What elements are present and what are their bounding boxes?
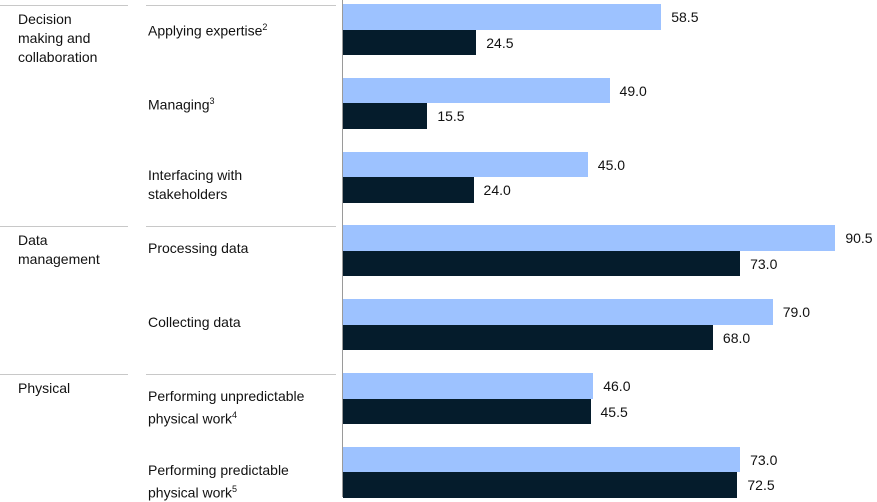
data-label: 45.0 xyxy=(597,156,626,173)
category-label: Collecting data xyxy=(148,314,241,331)
y-axis-line xyxy=(342,0,343,497)
bar xyxy=(343,77,610,104)
bar xyxy=(343,324,713,351)
group-divider-right xyxy=(146,5,336,6)
data-label: 24.0 xyxy=(483,182,511,199)
group-divider-right xyxy=(146,226,336,227)
category-label: Managing3 xyxy=(148,95,215,113)
data-label: 24.5 xyxy=(486,34,514,51)
group-divider-left xyxy=(0,226,128,227)
group-label: Data management xyxy=(18,232,100,267)
data-label: 58.5 xyxy=(671,9,699,25)
bar xyxy=(343,398,591,424)
data-label: 68.0 xyxy=(722,329,751,346)
bar xyxy=(343,299,773,325)
data-label: 73.0 xyxy=(750,255,778,272)
bar xyxy=(343,29,477,55)
group-divider-right xyxy=(146,374,336,375)
bar xyxy=(343,472,738,498)
data-label: 72.5 xyxy=(747,477,775,494)
bar xyxy=(343,151,588,178)
bar xyxy=(343,177,474,203)
data-label: 45.5 xyxy=(600,403,628,420)
data-label: 49.0 xyxy=(619,82,647,99)
group-divider-left xyxy=(0,374,128,375)
group-label: Physical xyxy=(18,380,71,396)
data-label: 15.5 xyxy=(437,108,465,125)
category-label: Processing data xyxy=(148,240,249,257)
bar xyxy=(343,4,662,30)
group-divider-left xyxy=(0,5,128,6)
data-label: 90.5 xyxy=(845,230,873,247)
category-label: Performing predictable physical work5 xyxy=(148,461,289,501)
bar xyxy=(343,446,741,473)
bar xyxy=(343,373,594,399)
data-label: 73.0 xyxy=(750,451,778,468)
data-label: 79.0 xyxy=(782,304,810,321)
bar xyxy=(343,103,428,129)
bar xyxy=(343,250,741,277)
bar xyxy=(343,225,836,251)
group-label: Decision making and collaboration xyxy=(18,11,98,65)
category-label: Applying expertise2 xyxy=(148,22,268,39)
category-label: Performing unpredictable physical work4 xyxy=(148,388,305,427)
category-label: Interfacing with stakeholders xyxy=(148,166,243,202)
data-label: 46.0 xyxy=(603,378,631,394)
